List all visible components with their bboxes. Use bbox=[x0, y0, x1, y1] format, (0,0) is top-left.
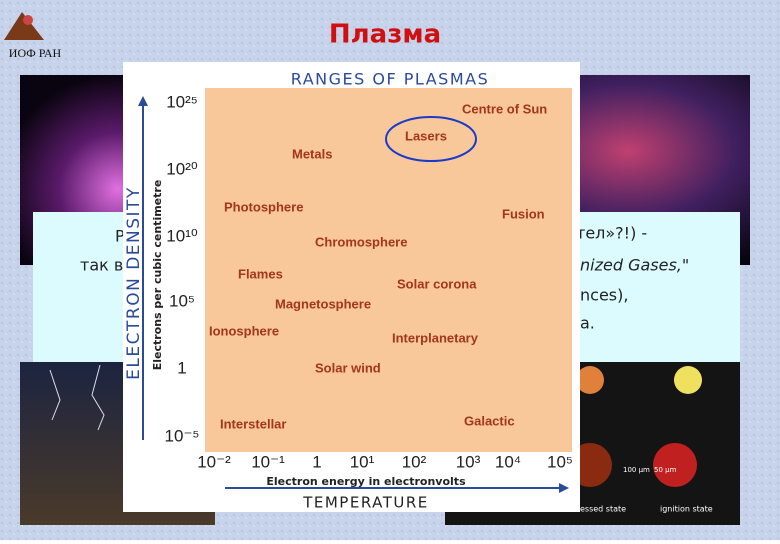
region-label: Interstellar bbox=[220, 416, 286, 431]
region-label: Galactic bbox=[464, 413, 515, 428]
text-line: nized Gases," bbox=[580, 256, 689, 275]
text-line: так в bbox=[80, 256, 123, 275]
logo-text: ИОФ РАН bbox=[9, 46, 62, 60]
x-tick-label: 10¹ bbox=[350, 452, 375, 471]
region-label: Ionosphere bbox=[209, 323, 279, 338]
figure-title: RANGES OF PLASMAS bbox=[291, 70, 489, 89]
logo: ИОФ РАН bbox=[4, 12, 62, 60]
text-line: тел»?!) - bbox=[576, 224, 647, 243]
region-label: Centre of Sun bbox=[462, 101, 547, 116]
region-label: Photosphere bbox=[224, 199, 303, 214]
region-label: Interplanetary bbox=[392, 330, 479, 345]
region-label: Metals bbox=[292, 146, 332, 161]
region-label: Flames bbox=[238, 266, 283, 281]
region-label: Solar wind bbox=[315, 360, 381, 375]
y-axis-title: ELECTRON DENSITY bbox=[124, 186, 144, 380]
region-label: Chromosphere bbox=[315, 234, 407, 249]
x-tick-label: 10⁻² bbox=[197, 452, 231, 471]
slide-title: Плазма bbox=[329, 20, 441, 50]
y-tick-label: 10²⁵ bbox=[166, 92, 198, 111]
lightning bbox=[49, 364, 105, 431]
y-tick-label: 10⁻⁵ bbox=[165, 426, 200, 445]
x-axis-title: TEMPERATURE bbox=[302, 494, 429, 512]
y-tick-label: 1 bbox=[177, 358, 186, 377]
x-tick-label: 10⁵ bbox=[547, 452, 573, 471]
plot-area bbox=[205, 88, 572, 452]
x-arrowhead bbox=[559, 483, 569, 493]
region-label: Fusion bbox=[502, 206, 545, 221]
x-axis-subtitle: Electron energy in electronvolts bbox=[266, 475, 466, 488]
x-tick-label: 10⁻¹ bbox=[251, 452, 285, 471]
text-line: a. bbox=[580, 314, 595, 333]
region-label: Lasers bbox=[405, 128, 447, 143]
region-label: Magnetosphere bbox=[275, 296, 371, 311]
photo-label: 100 μm bbox=[623, 466, 650, 474]
photo-label: ignition state bbox=[660, 505, 713, 514]
y-tick-label: 10¹⁰ bbox=[166, 226, 198, 245]
y-tick-label: 10⁵ bbox=[169, 291, 195, 310]
photo-label: essed state bbox=[580, 505, 626, 514]
highlight-ellipse bbox=[385, 116, 477, 162]
photo-label: 50 μm bbox=[654, 466, 677, 474]
x-tick-label: 10³ bbox=[456, 452, 481, 471]
y-arrowhead bbox=[138, 96, 148, 106]
text-line: nces), bbox=[580, 286, 628, 305]
y-tick-label: 10²⁰ bbox=[166, 159, 198, 178]
x-tick-label: 10² bbox=[402, 452, 427, 471]
x-tick-label: 10⁴ bbox=[495, 452, 521, 471]
plasma-ranges-figure: RANGES OF PLASMAS ELECTRON DENSITY Elect… bbox=[123, 62, 580, 512]
y-axis-subtitle: Electrons per cubic centimetre bbox=[151, 180, 164, 371]
text-line: P bbox=[115, 227, 125, 246]
region-label: Solar corona bbox=[397, 276, 477, 291]
x-tick-label: 1 bbox=[312, 452, 321, 471]
